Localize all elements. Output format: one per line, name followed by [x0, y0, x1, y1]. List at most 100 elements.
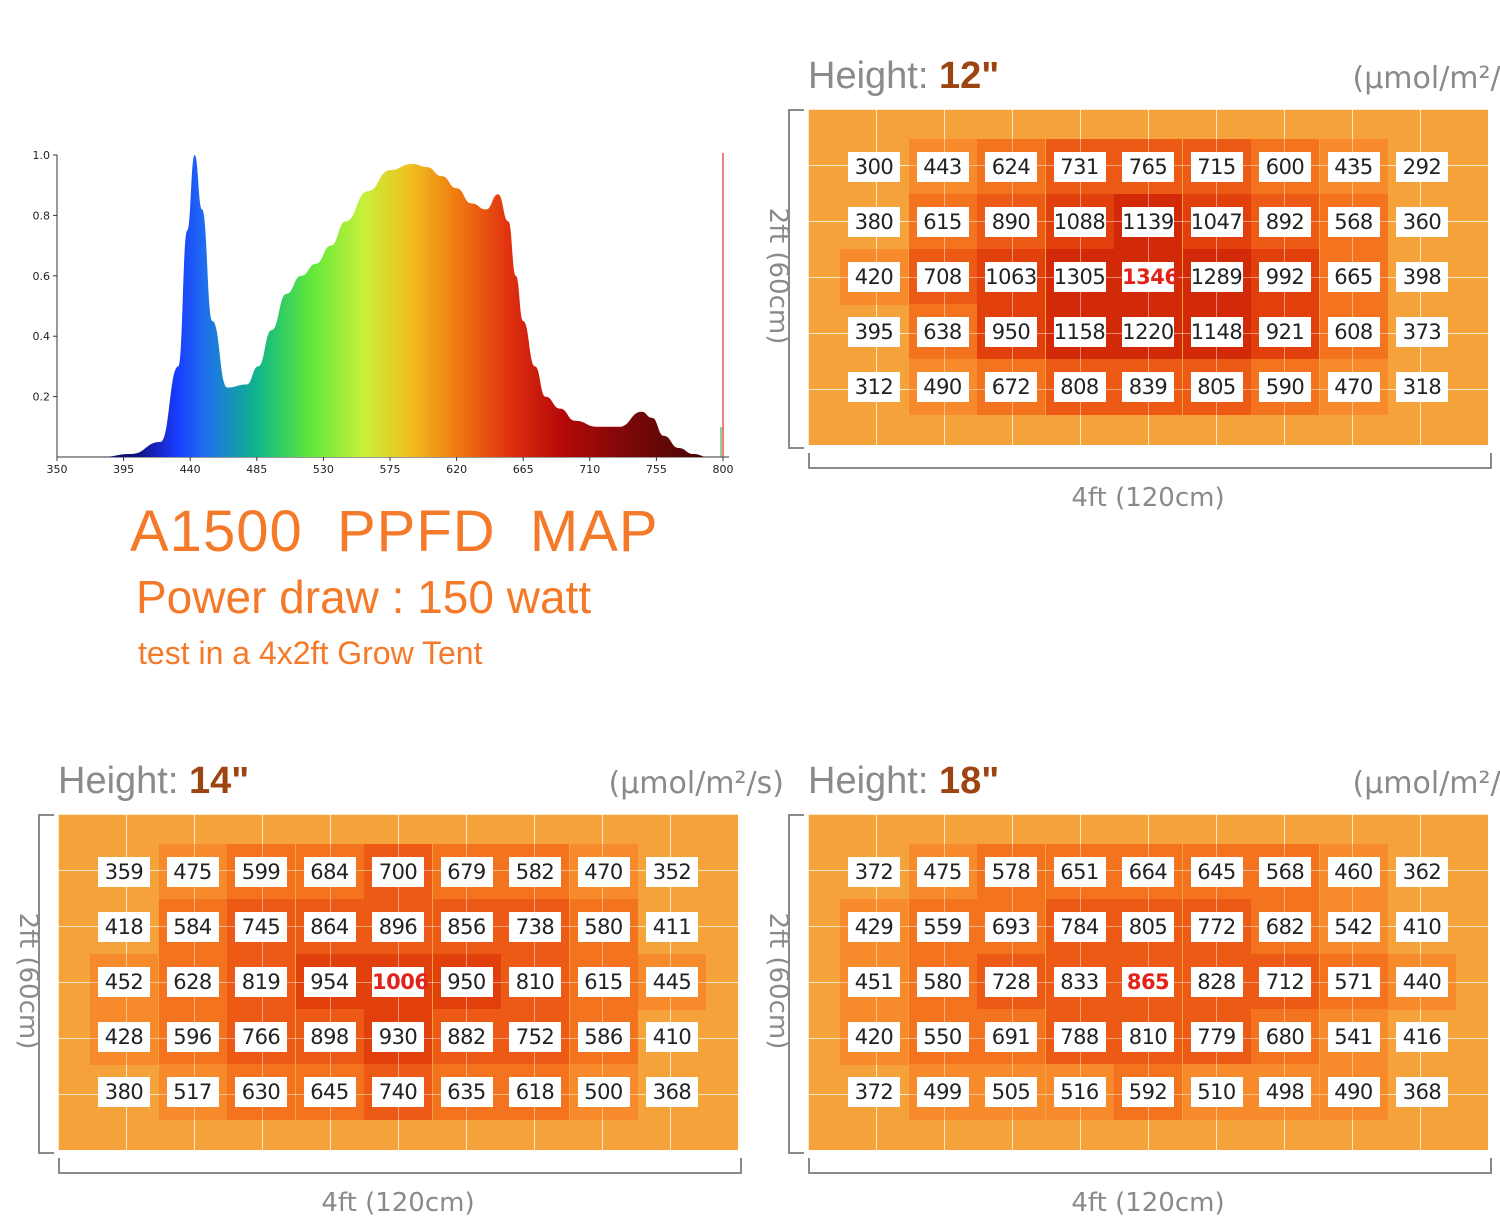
x-axis-label: 4ft (120cm) [1071, 483, 1225, 513]
ppfd-value-cell: 429 [848, 912, 900, 942]
y-tick-label: 0.6 [33, 270, 51, 283]
ppfd-value-cell: 420 [848, 1022, 900, 1052]
ppfd-value-cell: 1289 [1190, 262, 1243, 292]
ppfd-value-cell: 368 [1396, 1077, 1448, 1107]
ppfd-grid: 359 475 599 684 700 679 582 470 352 418 584 745 864 8… [58, 814, 738, 1150]
ppfd-value-cell: 318 [1396, 372, 1448, 402]
ppfd-value-cell: 470 [1327, 372, 1380, 402]
ppfd-value-cell: 950 [985, 317, 1037, 347]
x-tick-label: 440 [180, 463, 201, 476]
ppfd-value-cell: 992 [1259, 262, 1311, 292]
ppfd-value-cell: 784 [1053, 912, 1106, 942]
ppfd-value-cell: 615 [577, 967, 630, 997]
ppfd-value-cell: 715 [1190, 152, 1243, 182]
ppfd-value-cell: 517 [166, 1077, 219, 1107]
ppfd-value-cell: 368 [646, 1077, 698, 1107]
ppfd-value-cell: 664 [1122, 857, 1174, 887]
ppfd-value-cell: 788 [1053, 1022, 1106, 1052]
ppfd-value-cell: 380 [848, 207, 900, 237]
ppfd-value-cell: 499 [916, 1077, 969, 1107]
ppfd-value-cell: 1220 [1122, 317, 1174, 347]
y-axis-label: 2ft (60cm) [763, 912, 793, 1050]
ppfd-value-cell: 772 [1190, 912, 1243, 942]
height-bracket [38, 814, 54, 1154]
ppfd-value-cell: 300 [848, 152, 900, 182]
ppfd-value-cell: 810 [509, 967, 561, 997]
ppfd-value-cell: 1063 [985, 262, 1037, 292]
x-axis-label: 4ft (120cm) [321, 1188, 475, 1218]
ppfd-value-cell: 398 [1396, 262, 1448, 292]
ppfd-value-cell: 651 [1053, 857, 1106, 887]
ppfd-value-cell: 443 [916, 152, 969, 182]
ppfd-value-cell: 665 [1327, 262, 1380, 292]
ppfd-value-cell: 451 [848, 967, 900, 997]
ppfd-value-cell: 608 [1327, 317, 1380, 347]
x-tick-label: 755 [646, 463, 667, 476]
ppfd-value-cell: 505 [985, 1077, 1037, 1107]
ppfd-value-cell: 684 [303, 857, 356, 887]
ppfd-value-cell: 839 [1122, 372, 1174, 402]
ppfd-value-cell: 360 [1396, 207, 1448, 237]
ppfd-value-cell: 1158 [1053, 317, 1106, 347]
ppfd-value-cell: 700 [372, 857, 424, 887]
ppfd-value-cell: 600 [1259, 152, 1311, 182]
x-tick-label: 710 [579, 463, 600, 476]
ppfd-value-cell: 435 [1327, 152, 1380, 182]
ppfd-value-cell: 410 [1396, 912, 1448, 942]
y-axis-label: 2ft (60cm) [13, 912, 43, 1050]
ppfd-value-cell: 584 [166, 912, 219, 942]
ppfd-value-cell: 624 [985, 152, 1037, 182]
ppfd-value-cell: 586 [577, 1022, 630, 1052]
ppfd-value-cell: 559 [916, 912, 969, 942]
ppfd-value-cell: 359 [98, 857, 150, 887]
peak-value-cell: 865 [1122, 967, 1174, 997]
y-tick-label: 0.4 [33, 330, 51, 343]
ppfd-value-cell: 312 [848, 372, 900, 402]
y-tick-label: 0.8 [33, 209, 51, 222]
width-bracket [808, 1158, 1492, 1174]
ppfd-value-cell: 1148 [1190, 317, 1243, 347]
ppfd-value-cell: 578 [985, 857, 1037, 887]
ppfd-value-cell: 819 [235, 967, 287, 997]
ppfd-value-cell: 568 [1259, 857, 1311, 887]
height-text: Height: [58, 760, 189, 802]
ppfd-value-cell: 892 [1259, 207, 1311, 237]
ppfd-value-cell: 292 [1396, 152, 1448, 182]
ppfd-value-cell: 766 [235, 1022, 287, 1052]
ppfd-map-18in: Height: 18" (μmol/m²/s) 372 475 578 651 664 6… [763, 760, 1500, 1230]
ppfd-value-cell: 1305 [1053, 262, 1106, 292]
peak-value-cell: 1346 [1122, 262, 1179, 292]
ppfd-value-cell: 645 [1190, 857, 1243, 887]
ppfd-value-cell: 362 [1396, 857, 1448, 887]
spectrum-ticks: 350 395 440 485 530 575 620 665 710 755 800 1.0 0.8 0… [33, 149, 734, 476]
ppfd-value-cell: 1047 [1190, 207, 1243, 237]
width-bracket [808, 453, 1492, 469]
ppfd-value-cell: 890 [985, 207, 1037, 237]
height-value: 12" [938, 55, 1000, 97]
ppfd-value-cell: 580 [916, 967, 969, 997]
ppfd-value-cell: 541 [1327, 1022, 1380, 1052]
ppfd-value-cell: 833 [1053, 967, 1106, 997]
ppfd-value-cell: 475 [916, 857, 969, 887]
ppfd-value-cell: 373 [1396, 317, 1448, 347]
x-tick-label: 800 [713, 463, 734, 476]
spectrum-area [57, 155, 723, 457]
ppfd-value-cell: 582 [509, 857, 561, 887]
unit-label: (μmol/m²/s) [608, 766, 784, 801]
ppfd-value-cell: 475 [166, 857, 219, 887]
ppfd-value-cell: 954 [303, 967, 356, 997]
x-tick-label: 395 [113, 463, 134, 476]
peak-value-cell: 1006 [372, 967, 429, 997]
ppfd-value-cell: 691 [985, 1022, 1037, 1052]
ppfd-value-cell: 810 [1122, 1022, 1174, 1052]
ppfd-value-cell: 828 [1190, 967, 1243, 997]
ppfd-grid: 372 475 578 651 664 645 568 460 362 429 559 693 784 8… [808, 814, 1488, 1150]
ppfd-value-cell: 693 [985, 912, 1037, 942]
ppfd-value-cell: 672 [985, 372, 1037, 402]
ppfd-value-cell: 680 [1259, 1022, 1311, 1052]
y-tick-label: 0.2 [33, 391, 51, 404]
width-bracket [58, 1158, 742, 1174]
ppfd-value-cell: 542 [1327, 912, 1380, 942]
x-axis-label: 4ft (120cm) [1071, 1188, 1225, 1218]
ppfd-value-cell: 1088 [1053, 207, 1106, 237]
